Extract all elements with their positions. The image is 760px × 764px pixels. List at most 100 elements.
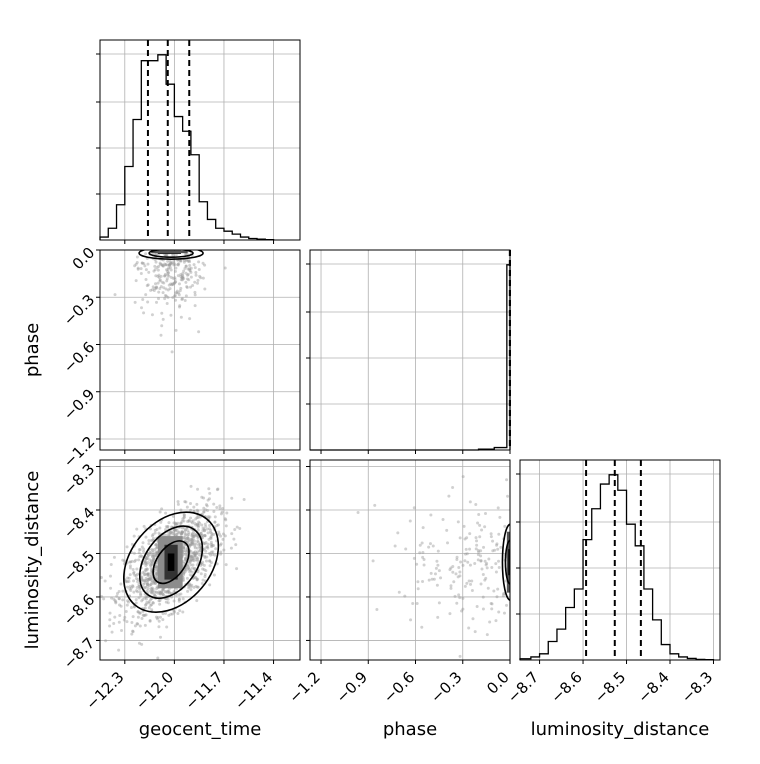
scatter-point [448, 612, 452, 616]
scatter-point [136, 578, 140, 582]
scatter-point [189, 537, 193, 541]
scatter-point [146, 567, 150, 571]
scatter-point [177, 293, 181, 297]
scatter-point [140, 261, 144, 265]
scatter-point [169, 531, 173, 535]
x-tick-label: −8.4 [634, 668, 672, 706]
scatter-point [182, 562, 186, 566]
scatter-point [499, 545, 503, 549]
scatter-point [189, 558, 193, 562]
scatter-point [183, 528, 187, 532]
scatter-point [150, 313, 154, 317]
scatter-point [151, 538, 155, 542]
scatter-point [422, 563, 426, 567]
scatter-point [147, 600, 151, 604]
scatter-point [185, 277, 189, 281]
scatter-point [171, 283, 175, 287]
scatter-point [137, 582, 141, 586]
scatter-point [191, 551, 195, 555]
scatter-point [154, 552, 158, 556]
scatter-point [187, 584, 191, 588]
scatter-point [182, 513, 186, 517]
scatter-point [174, 522, 178, 526]
scatter-point [181, 278, 185, 282]
scatter-point [183, 533, 187, 537]
scatter-point [150, 560, 154, 564]
scatter-point [461, 563, 465, 567]
scatter-point [492, 589, 496, 593]
scatter-point [192, 505, 196, 509]
scatter-point [150, 579, 154, 583]
scatter-point [186, 536, 190, 540]
scatter-point [204, 549, 208, 553]
scatter-point [118, 603, 122, 607]
scatter-point [421, 579, 425, 583]
scatter-point [165, 590, 169, 594]
scatter-point [134, 558, 138, 562]
scatter-point [211, 550, 215, 554]
scatter-point [182, 545, 186, 549]
scatter-point [202, 563, 206, 567]
scatter-point [462, 524, 466, 528]
scatter-point [160, 263, 164, 267]
scatter-point [192, 551, 196, 555]
scatter-point [174, 266, 178, 270]
scatter-point [153, 528, 157, 532]
scatter-point [437, 601, 441, 605]
scatter-point [206, 531, 210, 535]
scatter-point [160, 590, 164, 594]
scatter-point [181, 276, 185, 280]
scatter-point [179, 532, 183, 536]
scatter-point [103, 579, 107, 583]
scatter-point [191, 558, 195, 562]
scatter-point [221, 532, 225, 536]
scatter-point [205, 555, 209, 559]
scatter-point [486, 586, 490, 590]
scatter-point [172, 589, 176, 593]
density-cell [151, 250, 188, 254]
scatter-point [161, 291, 165, 295]
scatter-point [176, 262, 180, 266]
scatter-point [187, 278, 191, 282]
scatter-point [128, 585, 132, 589]
scatter-point [133, 264, 137, 268]
scatter-point [166, 589, 170, 593]
scatter-point [112, 555, 116, 559]
scatter-point [209, 561, 213, 565]
scatter-point [451, 570, 455, 574]
scatter-point [176, 521, 180, 525]
scatter-point [171, 532, 175, 536]
scatter-point [121, 598, 125, 602]
scatter-point [144, 613, 148, 617]
scatter-point [136, 610, 140, 614]
scatter-point [140, 555, 144, 559]
scatter-point [157, 264, 161, 268]
scatter-point [163, 272, 167, 276]
scatter-point [421, 555, 425, 559]
scatter-point [167, 266, 171, 270]
scatter-point [168, 263, 172, 267]
scatter-point [187, 586, 191, 590]
x-tick-label: −8.6 [547, 668, 585, 706]
scatter-point [192, 263, 196, 267]
scatter-point [177, 530, 181, 534]
scatter-point [421, 526, 425, 530]
scatter-point [109, 562, 113, 566]
scatter-point [416, 587, 420, 591]
scatter-point [142, 614, 146, 618]
scatter-point [177, 597, 181, 601]
scatter-point [143, 586, 147, 590]
scatter-point [207, 537, 211, 541]
scatter-point [199, 547, 203, 551]
scatter-point [207, 487, 211, 491]
scatter-point [188, 543, 192, 547]
scatter-point [203, 542, 207, 546]
scatter-point [145, 567, 149, 571]
scatter-point [175, 289, 179, 293]
scatter-point [194, 271, 198, 275]
scatter-point [156, 274, 160, 278]
scatter-point [134, 598, 138, 602]
y-tick-label: −0.6 [60, 338, 98, 376]
scatter-point [198, 545, 202, 549]
scatter-point [436, 549, 440, 553]
